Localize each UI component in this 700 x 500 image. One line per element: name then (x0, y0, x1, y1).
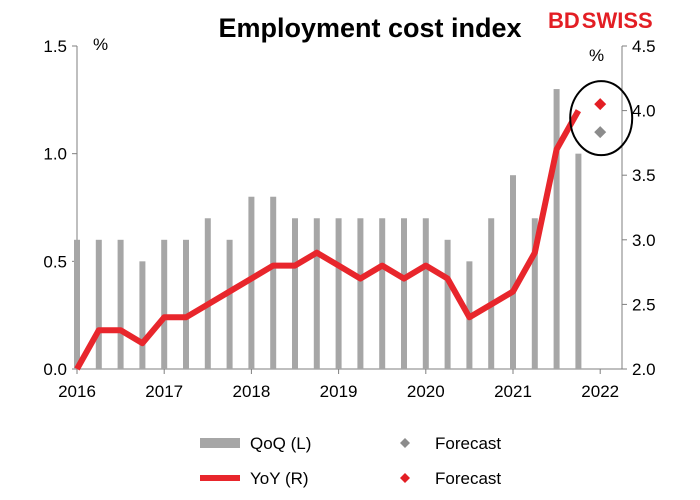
qoq-bar (270, 196, 277, 369)
legend: QoQ (L) Forecast YoY (R) Forecast (200, 434, 501, 488)
yoy-forecast-marker (594, 98, 607, 111)
qoq-bar (357, 218, 364, 369)
left-axis-unit: % (93, 35, 108, 54)
legend-label: YoY (R) (250, 469, 309, 488)
legend-diamond-swatch (400, 473, 410, 483)
brand-logo-part2: SWISS (582, 8, 653, 33)
yoy-line (74, 109, 582, 371)
qoq-bar (335, 218, 342, 369)
x-axis-tick-label: 2021 (494, 382, 532, 401)
left-axis-tick-label: 0.5 (43, 252, 67, 271)
qoq-bar (117, 239, 124, 369)
plot-area: 0.0 0.5 1.0 1.5 2.0 2.5 3.0 3.5 4.0 4.5 2016 2017 20… (43, 37, 655, 401)
right-axis-tick-label: 4.5 (632, 37, 656, 56)
forecast-highlight-circle (569, 80, 634, 157)
right-axis-tick-label: 2.5 (632, 295, 656, 314)
right-axis-tick-label: 3.0 (632, 231, 656, 250)
brand-logo: BDSWISS (548, 8, 653, 33)
qoq-bar (74, 239, 80, 369)
x-axis-tick-label: 2022 (581, 382, 619, 401)
qoq-bar (204, 218, 211, 369)
legend-diamond-swatch (400, 438, 410, 448)
qoq-bar (553, 89, 560, 370)
right-axis-tick-label: 2.0 (632, 360, 656, 379)
qoq-bar (422, 218, 429, 369)
qoq-bar (292, 218, 298, 369)
qoq-forecast-marker (594, 126, 607, 139)
x-axis-tick-label: 2020 (407, 382, 445, 401)
qoq-bar (313, 218, 320, 369)
left-axis-tick-label: 1.5 (43, 37, 67, 56)
legend-label: QoQ (L) (250, 434, 311, 453)
qoq-bar (95, 239, 102, 369)
legend-bar-swatch (200, 438, 240, 448)
x-axis-tick-label: 2018 (232, 382, 270, 401)
qoq-bar (510, 175, 516, 369)
x-axis-tick-label: 2019 (320, 382, 358, 401)
qoq-bar (401, 218, 407, 369)
qoq-bar (379, 218, 386, 369)
qoq-bar (226, 239, 233, 369)
chart-title: Employment cost index (218, 13, 521, 43)
legend-label: Forecast (435, 469, 501, 488)
left-axis-tick-label: 0.0 (43, 360, 67, 379)
qoq-bar (575, 153, 582, 369)
qoq-bar (488, 218, 495, 369)
brand-logo-part1: BD (548, 8, 580, 33)
x-axis-tick-label: 2016 (58, 382, 96, 401)
left-axis-tick-label: 1.0 (43, 145, 67, 164)
right-axis-tick-label: 4.0 (632, 102, 656, 121)
right-axis-tick-label: 3.5 (632, 166, 656, 185)
qoq-bar (161, 239, 168, 369)
x-axis-tick-label: 2017 (145, 382, 183, 401)
qoq-bar (531, 218, 538, 369)
qoq-bar (183, 239, 189, 369)
qoq-bar (444, 239, 451, 369)
qoq-bar (139, 261, 146, 369)
right-axis-unit: % (589, 46, 604, 65)
brand-logo-bd: BDSWISS (548, 8, 653, 33)
legend-label: Forecast (435, 434, 501, 453)
qoq-bar (248, 196, 255, 369)
